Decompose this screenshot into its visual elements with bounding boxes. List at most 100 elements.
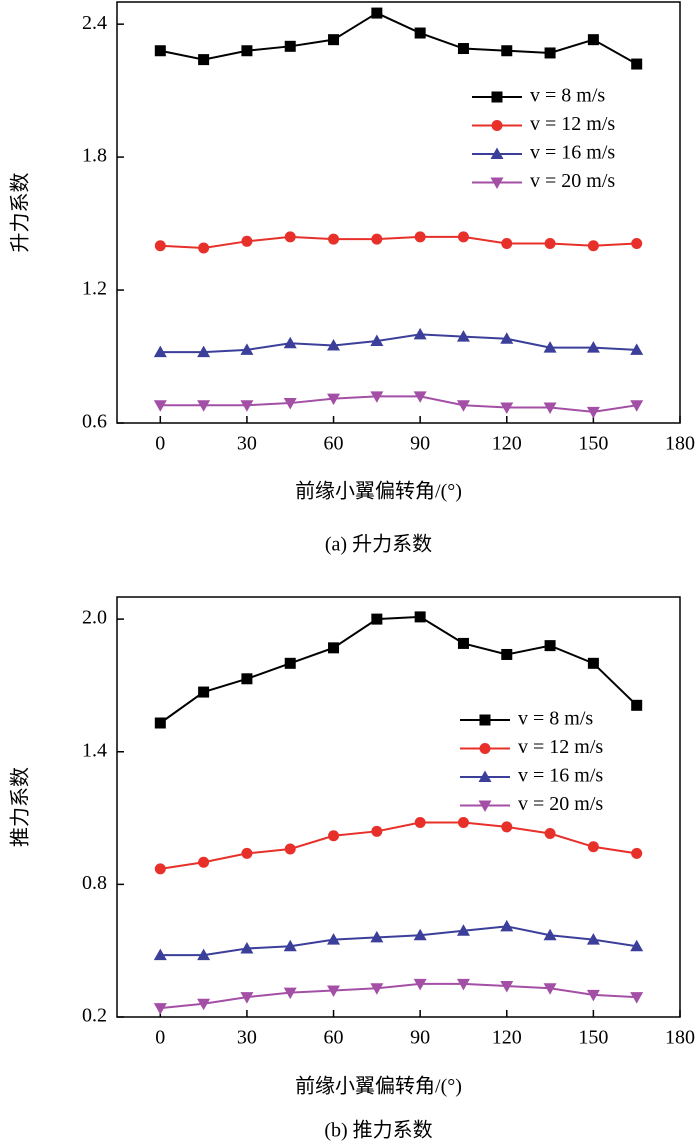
marker xyxy=(456,924,470,936)
marker xyxy=(631,699,643,711)
legend-label: v = 16 m/s xyxy=(530,142,615,164)
x-tick-label: 60 xyxy=(324,433,344,455)
legend-label: v = 8 m/s xyxy=(530,85,605,107)
marker xyxy=(630,400,644,412)
marker xyxy=(478,770,492,782)
marker xyxy=(284,231,296,243)
marker xyxy=(501,821,513,833)
marker xyxy=(543,341,557,353)
marker xyxy=(631,58,643,70)
marker xyxy=(371,825,383,837)
marker xyxy=(413,928,427,941)
y-tick-label: 1.8 xyxy=(82,145,107,167)
x-tick-label: 150 xyxy=(578,433,608,455)
marker xyxy=(197,345,211,358)
marker xyxy=(327,933,341,945)
marker xyxy=(154,45,166,57)
marker xyxy=(631,238,643,250)
plot-frame xyxy=(116,1,681,424)
series-line xyxy=(160,395,637,413)
marker xyxy=(543,402,557,414)
marker xyxy=(457,637,469,649)
marker xyxy=(198,242,210,254)
legend-label: v = 16 m/s xyxy=(518,765,603,787)
y-axis-label: 推力系数 xyxy=(9,767,32,847)
marker xyxy=(586,989,600,1002)
marker xyxy=(630,992,644,1004)
marker xyxy=(197,948,211,961)
marker xyxy=(491,91,503,103)
marker xyxy=(371,233,383,245)
marker xyxy=(457,816,469,828)
y-tick-label: 0.8 xyxy=(82,872,107,894)
marker xyxy=(501,238,513,250)
marker xyxy=(586,933,600,945)
marker xyxy=(327,985,341,997)
marker xyxy=(283,939,297,952)
legend-label: v = 12 m/s xyxy=(518,736,603,758)
marker xyxy=(284,843,296,855)
marker xyxy=(501,648,513,660)
marker xyxy=(241,847,253,859)
marker xyxy=(456,330,470,342)
x-tick-label: 150 xyxy=(578,1027,608,1049)
marker xyxy=(283,398,297,410)
caption: (b) 推力系数 xyxy=(324,1119,432,1142)
marker xyxy=(479,714,491,726)
marker xyxy=(197,400,211,412)
marker xyxy=(284,657,296,669)
series-line xyxy=(160,11,638,65)
marker xyxy=(370,391,384,403)
marker xyxy=(283,987,297,1000)
marker xyxy=(491,120,503,131)
marker xyxy=(284,40,296,52)
marker xyxy=(327,338,341,351)
x-axis-label: 前缘小翼偏转角/(°) xyxy=(295,480,462,503)
marker xyxy=(544,238,556,250)
marker xyxy=(370,334,384,347)
marker xyxy=(413,327,427,340)
marker xyxy=(328,830,340,842)
marker xyxy=(371,613,383,625)
y-tick-label: 1.2 xyxy=(82,278,107,300)
marker xyxy=(240,992,254,1004)
marker xyxy=(544,828,556,840)
marker xyxy=(414,231,426,243)
marker xyxy=(630,343,644,355)
x-tick-label: 30 xyxy=(237,1027,257,1049)
marker xyxy=(500,919,514,932)
marker xyxy=(457,231,469,243)
x-tick-label: 180 xyxy=(665,433,695,455)
marker xyxy=(500,332,514,344)
marker xyxy=(478,800,492,812)
marker xyxy=(198,856,210,868)
marker xyxy=(240,941,254,954)
x-axis-label: 前缘小翼偏转角/(°) xyxy=(295,1075,462,1098)
marker xyxy=(490,147,504,159)
marker xyxy=(370,930,384,943)
legend-label: v = 20 m/s xyxy=(518,793,603,815)
series-line xyxy=(160,235,637,249)
marker xyxy=(501,45,513,57)
marker xyxy=(586,341,600,353)
marker xyxy=(153,345,167,358)
marker xyxy=(587,841,599,853)
x-tick-label: 180 xyxy=(665,1027,695,1049)
x-tick-label: 0 xyxy=(155,433,165,455)
marker xyxy=(413,391,427,403)
marker xyxy=(197,998,211,1011)
marker xyxy=(587,34,599,46)
marker xyxy=(413,978,427,991)
marker xyxy=(587,240,599,252)
marker xyxy=(371,7,383,19)
legend-label: v = 20 m/s xyxy=(530,170,615,192)
marker xyxy=(153,948,167,961)
marker xyxy=(154,863,166,875)
series-line xyxy=(160,821,637,870)
y-tick-label: 2.0 xyxy=(82,607,107,629)
marker xyxy=(479,743,491,754)
marker xyxy=(198,686,210,698)
marker xyxy=(283,336,297,349)
marker xyxy=(543,983,557,995)
series-line xyxy=(160,982,637,1010)
